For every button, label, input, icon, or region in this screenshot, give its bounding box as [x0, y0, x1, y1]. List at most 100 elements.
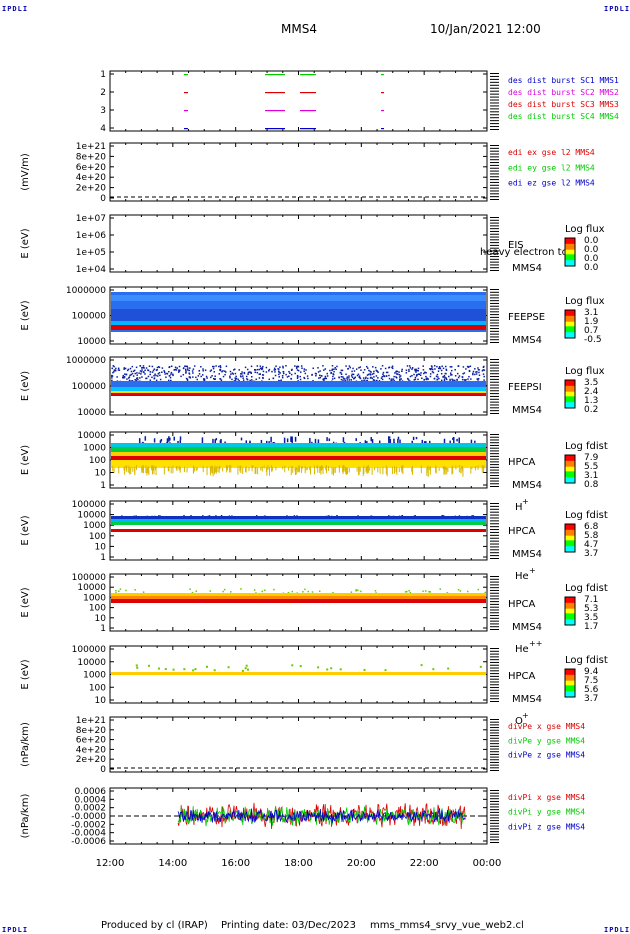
- right-tick-mark: [490, 620, 499, 622]
- spectrogram-speck: [460, 467, 462, 474]
- spectrogram-speck: [331, 378, 334, 380]
- right-tick-mark: [490, 751, 499, 753]
- right-tick-mark: [490, 767, 499, 769]
- spectrogram-speck: [216, 466, 218, 472]
- species-label: He: [515, 571, 529, 582]
- spectrogram-speck: [426, 377, 428, 379]
- right-tick-mark: [490, 814, 499, 816]
- spectrogram-speck: [355, 589, 358, 592]
- right-tick-mark: [490, 370, 499, 372]
- spectrogram-speck: [123, 377, 125, 379]
- spectrogram-speck: [178, 369, 180, 371]
- spectrogram-speck: [415, 371, 417, 373]
- spectrogram-speck: [484, 591, 487, 594]
- right-tick-mark: [490, 735, 499, 737]
- y-axis-label: (nPa/km): [20, 722, 31, 767]
- colorbar-cell: [565, 616, 575, 619]
- colorbar-cell: [565, 693, 575, 696]
- spectrogram-speck: [262, 365, 264, 368]
- colorbar-cell: [565, 528, 575, 531]
- spectrogram-speck: [121, 376, 124, 379]
- spectrogram-speck: [459, 590, 462, 592]
- right-tick-mark: [490, 756, 499, 758]
- spectrogram-speck: [113, 467, 115, 473]
- spectrogram-speck: [240, 375, 242, 378]
- spectrogram-speck: [299, 371, 302, 373]
- colorbar-cell: [565, 332, 575, 334]
- right-tick-mark: [490, 96, 499, 98]
- right-tick-mark: [490, 817, 499, 819]
- right-tick-mark: [490, 737, 499, 739]
- colorbar-tick-label: 1.7: [584, 622, 598, 632]
- right-tick-mark: [490, 790, 499, 791]
- spectrogram-speck: [307, 377, 309, 380]
- y-tick-label: 100: [89, 532, 106, 542]
- y-tick-label: 1000: [83, 671, 106, 681]
- colorbar-cell: [565, 254, 575, 256]
- colorbar-cell: [565, 457, 575, 459]
- right-tick-mark: [490, 792, 499, 794]
- spectrogram-speck: [257, 467, 259, 475]
- spectrogram-speck: [293, 515, 296, 517]
- spectrogram-speck: [442, 367, 445, 370]
- right-tick-mark: [490, 75, 499, 77]
- spectrogram-speck: [136, 374, 138, 376]
- spectrogram-speck: [174, 366, 177, 369]
- spectrogram-speck: [268, 378, 271, 381]
- spectrogram-speck: [214, 439, 217, 444]
- right-tick-mark: [490, 333, 499, 335]
- colorbar-tick-label: 5.8: [584, 531, 599, 541]
- panel-frame: [109, 70, 488, 132]
- spectrogram-speck: [233, 368, 236, 371]
- y-axis-label: E (eV): [20, 371, 31, 401]
- spectrogram-speck: [195, 466, 197, 471]
- spectrogram-speck: [282, 372, 285, 375]
- right-tick-mark: [490, 439, 499, 441]
- right-tick-mark: [490, 364, 499, 366]
- spectrogram-speck: [271, 466, 273, 471]
- right-tick-mark: [490, 828, 499, 830]
- right-tick-marks: [490, 73, 499, 130]
- right-tick-mark: [490, 264, 499, 266]
- spectrogram-speck: [153, 438, 156, 443]
- spectrogram-speck: [261, 466, 263, 472]
- spectrogram-speck: [438, 366, 441, 368]
- colorbar-cell: [565, 608, 575, 611]
- y-tick-label: 1e+07: [76, 214, 106, 224]
- spectrogram-speck: [130, 466, 132, 474]
- spectrogram-speck: [126, 465, 128, 473]
- spectrogram-speck: [214, 375, 216, 377]
- spectrogram-speck: [245, 440, 248, 444]
- right-tick-mark: [490, 836, 499, 838]
- colorbar-cell: [565, 674, 575, 677]
- right-tick-mark: [490, 803, 499, 805]
- spectrogram-speck: [366, 380, 369, 382]
- spectrogram-speck: [195, 376, 197, 379]
- spectrogram-speck: [249, 371, 251, 373]
- spectrogram-speck: [454, 368, 456, 371]
- spectrogram-speck: [468, 369, 471, 372]
- spectrogram-speck: [226, 465, 228, 473]
- species-label: He: [515, 644, 529, 655]
- colorbar-cell: [565, 532, 575, 534]
- spectrogram-speck: [411, 374, 413, 377]
- spectrogram-speck: [391, 378, 393, 380]
- spectrogram-speck: [151, 371, 154, 373]
- spectrogram-speck: [255, 369, 257, 371]
- colorbar-cell: [565, 529, 575, 532]
- spectrogram-speck: [278, 373, 280, 376]
- burst-interval: [184, 92, 188, 94]
- spectrogram-speck: [393, 438, 395, 446]
- spectrogram-speck: [268, 368, 271, 371]
- colorbar-cell: [565, 669, 575, 671]
- right-tick-mark: [490, 239, 499, 241]
- x-tick-label: 16:00: [221, 858, 250, 869]
- spectrogram-speck: [260, 467, 262, 471]
- right-tick-mark: [490, 167, 499, 169]
- spectrogram-speck: [375, 369, 378, 372]
- spectrogram-speck: [289, 372, 291, 375]
- spectrogram-speck: [449, 378, 451, 381]
- spectrogram-speck: [351, 376, 354, 379]
- colorbar-cell: [565, 314, 575, 317]
- spectrogram-speck: [130, 373, 133, 376]
